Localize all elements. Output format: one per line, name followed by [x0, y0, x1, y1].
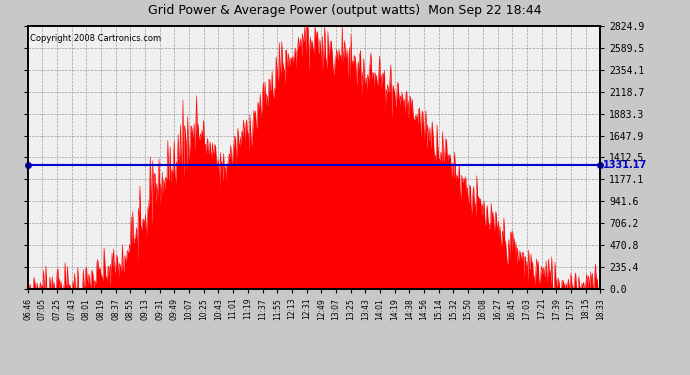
Text: Copyright 2008 Cartronics.com: Copyright 2008 Cartronics.com: [30, 34, 161, 43]
Text: 1331.17: 1331.17: [603, 160, 647, 170]
Text: Grid Power & Average Power (output watts)  Mon Sep 22 18:44: Grid Power & Average Power (output watts…: [148, 4, 542, 17]
